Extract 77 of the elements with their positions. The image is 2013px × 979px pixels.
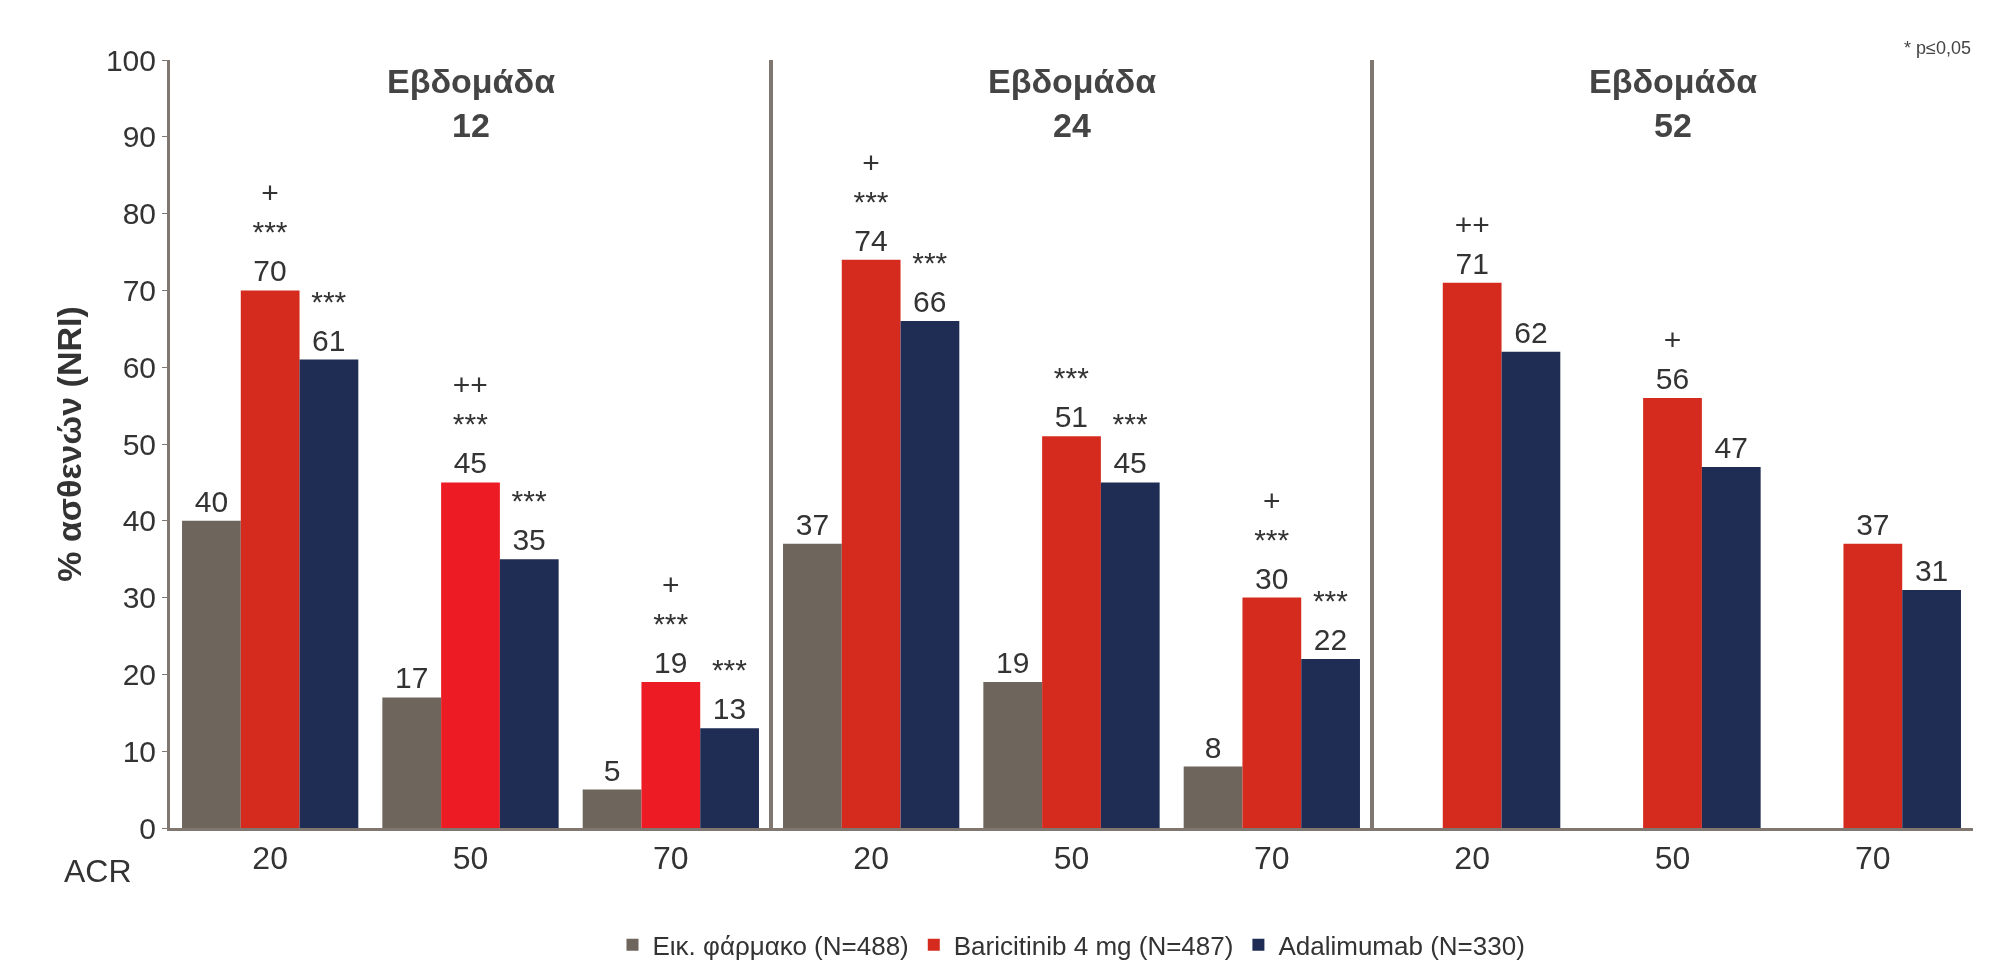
x-tick-label: 50 — [452, 840, 489, 877]
data-label: ++ 71 — [1454, 207, 1490, 280]
bar — [700, 728, 759, 828]
bar — [499, 559, 559, 828]
x-tick-label: 70 — [653, 840, 689, 877]
data-label: *** 45 — [1112, 407, 1148, 480]
data-label: 37 — [1856, 507, 1890, 541]
data-label: + 56 — [1655, 322, 1690, 395]
x-tick-label: 50 — [1053, 840, 1090, 877]
y-tick-label: 10 — [122, 734, 156, 768]
bar — [983, 682, 1043, 828]
annotation: Εβδομάδα 24 — [988, 62, 1157, 145]
bar — [900, 321, 960, 828]
data-label: + *** 19 — [653, 568, 689, 680]
data-label: 8 — [1204, 730, 1222, 764]
bar — [441, 482, 500, 828]
y-tick-label: 30 — [122, 581, 156, 615]
bar — [1643, 397, 1702, 828]
x-tick-label: 20 — [853, 840, 889, 877]
data-label: 5 — [603, 753, 621, 787]
data-label: 40 — [194, 484, 229, 518]
x-tick-label: 70 — [1254, 840, 1290, 877]
data-label: *** 51 — [1053, 361, 1090, 434]
data-label: + *** 30 — [1254, 483, 1290, 595]
annotation: Εβδομάδα 52 — [1589, 62, 1758, 145]
y-tick-label: 60 — [122, 350, 156, 384]
y-tick-label: 40 — [122, 504, 156, 538]
bar — [1843, 543, 1903, 828]
data-label: *** 61 — [311, 284, 347, 357]
y-tick-label: 20 — [122, 657, 156, 691]
text: * p≤0,05 — [1904, 38, 1971, 58]
legend-label: Baricitinib 4 mg (N=487) — [953, 930, 1234, 961]
bar — [382, 697, 442, 828]
legend-label: Εικ. φάρμακο (N=488) — [652, 930, 909, 961]
y-tick-label: 70 — [122, 273, 156, 307]
x-tick-label: 50 — [1654, 840, 1691, 877]
bar — [1501, 351, 1561, 828]
y-axis-title: % ασθενών (NRI) — [49, 306, 88, 582]
data-label: *** 66 — [912, 246, 948, 319]
data-label: *** 13 — [711, 653, 748, 726]
data-label: *** 22 — [1312, 584, 1349, 657]
bar — [783, 543, 842, 828]
bar — [240, 290, 300, 828]
y-tick-label: 90 — [122, 120, 156, 154]
bar — [1301, 659, 1360, 828]
data-label: 62 — [1514, 315, 1548, 349]
bar — [1701, 467, 1761, 828]
annotation: Εβδομάδα 12 — [387, 62, 556, 145]
data-label: + *** 74 — [853, 145, 889, 257]
bar — [299, 359, 359, 828]
y-tick-label: 0 — [139, 811, 156, 845]
bar — [1183, 766, 1243, 828]
data-label: 31 — [1914, 553, 1949, 587]
bar — [582, 789, 642, 828]
bar — [1100, 482, 1160, 828]
y-tick-label: 80 — [122, 197, 156, 231]
bar — [841, 259, 901, 828]
data-label: 17 — [395, 661, 429, 695]
bar — [641, 682, 701, 828]
bar — [1902, 589, 1961, 828]
data-label: + *** 70 — [252, 176, 288, 288]
data-label: ++ *** 45 — [452, 368, 489, 480]
data-label: 47 — [1714, 431, 1748, 465]
x-tick-label: 20 — [1454, 840, 1490, 877]
bar — [1442, 282, 1502, 828]
y-tick-label: 50 — [122, 427, 156, 461]
data-label: 37 — [795, 507, 830, 541]
data-label: 19 — [996, 646, 1030, 680]
bar — [182, 520, 241, 828]
x-tick-label: 20 — [252, 840, 288, 877]
legend-label: Adalimumab (N=330) — [1278, 930, 1525, 961]
y-tick-label: 100 — [105, 43, 156, 77]
data-label: *** 35 — [511, 484, 547, 557]
x-axis-title: ACR — [64, 853, 132, 889]
bar — [1242, 597, 1302, 828]
bar — [1042, 436, 1101, 828]
x-tick-label: 70 — [1855, 840, 1891, 877]
